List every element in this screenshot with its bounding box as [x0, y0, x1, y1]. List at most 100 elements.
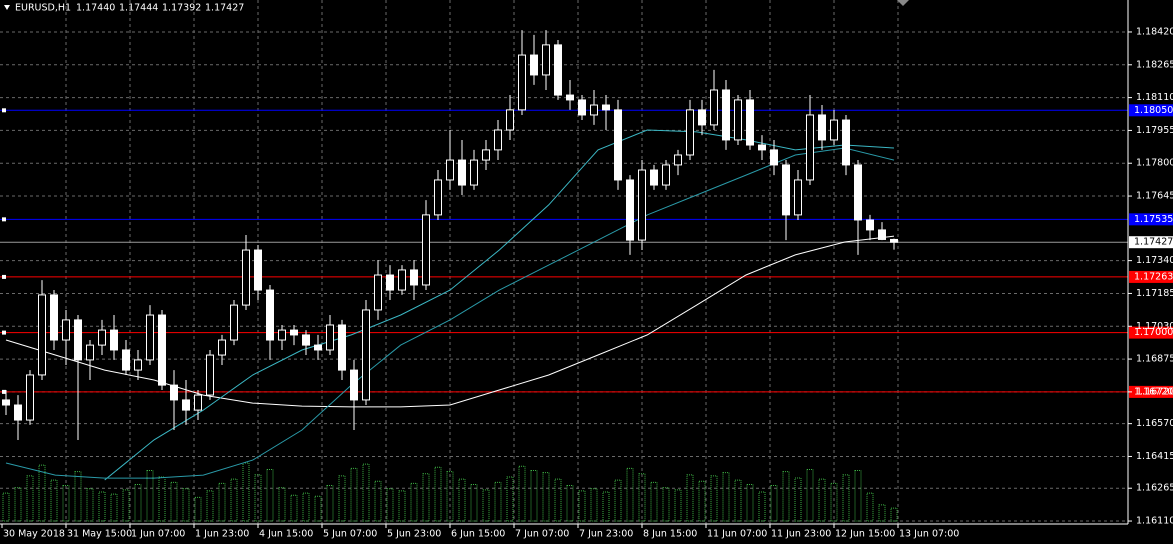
volume-bar	[362, 463, 370, 522]
volume-bar	[482, 489, 490, 522]
candle-body	[626, 179, 634, 241]
candle-body	[326, 324, 334, 351]
volume-bar	[14, 487, 22, 522]
volume-bar	[86, 488, 94, 522]
x-tick-label: 11 Jun 23:00	[771, 529, 831, 540]
volume-bar	[890, 507, 898, 522]
level-label-box	[1129, 213, 1173, 226]
candle-body	[230, 304, 238, 341]
volume-bar	[266, 468, 274, 522]
volume-bar	[866, 492, 874, 522]
candle-body	[566, 94, 574, 101]
volume-bar	[722, 472, 730, 522]
y-tick-label: 1.16415	[1136, 451, 1173, 462]
volume-bar	[254, 474, 262, 522]
volume-bar	[494, 481, 502, 522]
candle-body	[86, 344, 94, 361]
candle-body	[38, 294, 46, 376]
candle-body	[794, 179, 802, 216]
volume-bar	[458, 478, 466, 522]
candle-body	[278, 329, 286, 341]
candle-body	[590, 104, 598, 116]
x-tick-label: 1 Jun 07:00	[131, 529, 185, 540]
volume-bar	[782, 471, 790, 522]
candle-body	[842, 119, 850, 166]
volume-bar	[182, 488, 190, 522]
volume-bar	[194, 496, 202, 522]
candle-body	[62, 319, 70, 341]
volume-bar	[170, 481, 178, 522]
y-tick-label: 1.17800	[1136, 158, 1173, 169]
candle-body	[830, 119, 838, 141]
level-dot	[2, 108, 6, 113]
candle-body	[266, 289, 274, 341]
volume-bar	[662, 487, 670, 522]
volume-bar	[50, 479, 58, 522]
candle-body	[194, 394, 202, 411]
candle-body	[674, 154, 682, 166]
x-tick-label: 8 Jun 15:00	[643, 529, 697, 540]
candle-body	[458, 159, 466, 186]
candle-body	[554, 44, 562, 96]
candle-body	[98, 329, 106, 346]
candle-body	[362, 309, 370, 401]
y-tick-label: 1.16570	[1136, 418, 1173, 429]
candle-body	[470, 159, 478, 186]
candle-body	[158, 314, 166, 386]
volume-bar	[446, 471, 454, 522]
candle-body	[374, 274, 382, 311]
y-tick-label: 1.16720	[1136, 386, 1173, 397]
candle-body	[530, 54, 538, 76]
volume-bar	[878, 504, 886, 522]
candle-layer	[2, 30, 898, 440]
header-arrow[interactable]	[4, 5, 10, 10]
x-tick-label: 5 Jun 07:00	[323, 529, 377, 540]
candle-body	[686, 109, 694, 156]
x-tick-label: 7 Jun 07:00	[515, 529, 569, 540]
volume-bar	[242, 462, 250, 522]
candle-body	[206, 354, 214, 396]
candle-body	[770, 149, 778, 166]
volume-bar	[578, 490, 586, 522]
volume-bar	[842, 474, 850, 522]
candle-body	[782, 164, 790, 216]
level-label-box	[1129, 385, 1173, 398]
x-tick-label: 5 Jun 23:00	[387, 529, 441, 540]
volume-bar	[710, 475, 718, 522]
candle-body	[134, 359, 142, 371]
candle-body	[866, 219, 874, 231]
candle-body	[878, 229, 886, 240]
volume-bar	[374, 480, 382, 522]
volume-bar	[734, 479, 742, 522]
volume-bar	[338, 475, 346, 522]
candle-body	[710, 89, 718, 126]
candle-body	[74, 319, 82, 361]
volume-bar	[530, 470, 538, 522]
volume-bar	[398, 490, 406, 522]
candle-body	[806, 114, 814, 181]
candle-body	[398, 269, 406, 291]
level-dot	[2, 389, 6, 394]
level-dot	[2, 330, 6, 335]
candle-body	[434, 179, 442, 216]
volume-bar	[110, 493, 118, 522]
volume-bar	[518, 465, 526, 522]
volume-bar	[158, 476, 166, 522]
volume-bar	[770, 485, 778, 522]
candle-body	[650, 169, 658, 186]
volume-bar	[206, 490, 214, 522]
volume-bar	[698, 480, 706, 522]
candle-body	[314, 344, 322, 351]
candle-body	[542, 44, 550, 76]
candle-body	[14, 404, 22, 421]
symbol: EURUSD,H1	[15, 3, 71, 14]
volume-bar	[566, 485, 574, 522]
level-label: 1.17263	[1134, 271, 1173, 282]
volume-bar	[314, 495, 322, 522]
candle-body	[854, 164, 862, 221]
y-tick-label: 1.18420	[1136, 26, 1173, 37]
level-label: 1.16720	[1134, 386, 1173, 397]
volume-bar	[326, 485, 334, 522]
candle-body	[2, 399, 10, 406]
